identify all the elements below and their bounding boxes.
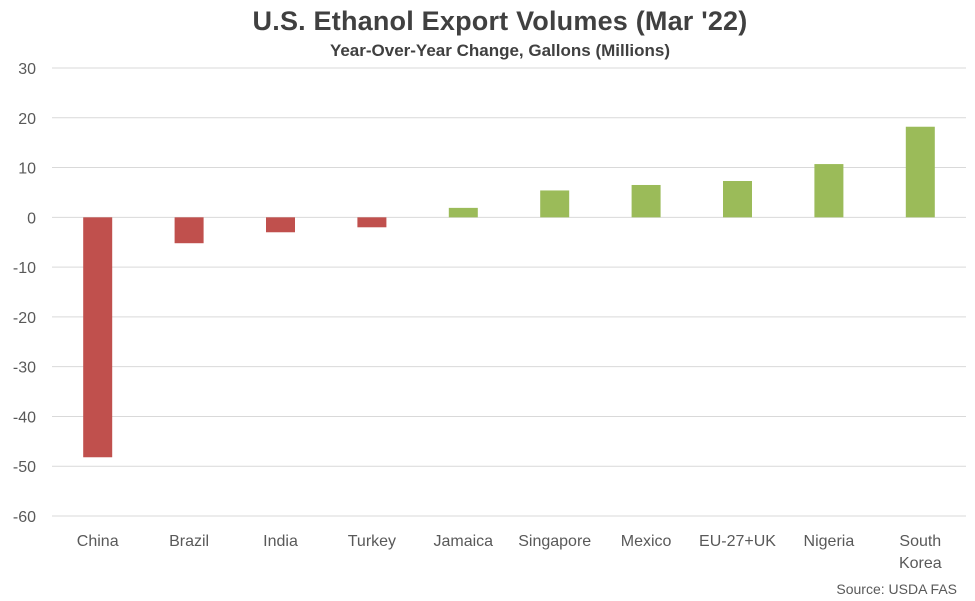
y-tick-label: 20 (18, 111, 36, 128)
x-category-label-line: Nigeria (804, 533, 855, 550)
x-category-label-line: Turkey (348, 533, 396, 550)
y-tick-label: -20 (13, 310, 36, 327)
chart-title: U.S. Ethanol Export Volumes (Mar '22) (252, 6, 748, 36)
x-category-label-line: Mexico (621, 533, 672, 550)
x-category-label-line: EU-27+UK (699, 533, 776, 550)
x-category-label-line: Brazil (169, 533, 209, 550)
bar-jamaica (448, 207, 478, 218)
source-note: Source: USDA FAS (836, 581, 957, 597)
y-tick-label: -60 (13, 509, 36, 526)
x-category-label: Singapore (518, 533, 591, 550)
bar-china (83, 217, 113, 458)
bar-nigeria (814, 164, 844, 218)
x-category-label: Mexico (621, 533, 672, 550)
bar-south-korea (905, 126, 935, 218)
x-category-label-line: Jamaica (434, 533, 494, 550)
y-tick-label: 30 (18, 61, 36, 78)
y-tick-label: -10 (13, 260, 36, 277)
bar-brazil (174, 217, 204, 244)
x-category-label: South Korea (899, 533, 942, 572)
x-category-label: Jamaica (434, 533, 494, 550)
x-category-label: China (77, 533, 119, 550)
x-category-label-line: China (77, 533, 119, 550)
bar-eu-27-uk (723, 180, 752, 218)
bar-singapore (540, 190, 570, 218)
x-category-label-line: South (899, 533, 941, 550)
bar-india (266, 217, 295, 233)
bar-mexico (631, 184, 661, 218)
x-category-label: India (263, 533, 298, 550)
gridlines (52, 67, 966, 517)
x-category-label-line: Korea (899, 555, 942, 572)
chart-subtitle: Year-Over-Year Change, Gallons (Millions… (329, 41, 671, 60)
x-axis-category-labels: China Brazil India Turkey Jamaica Singapore Me… (77, 533, 942, 572)
x-category-label: Nigeria (804, 533, 855, 550)
y-tick-label: 10 (18, 161, 36, 178)
x-category-label-line: India (263, 533, 298, 550)
bar-turkey (357, 217, 387, 228)
bars (83, 126, 935, 458)
y-tick-label: -30 (13, 360, 36, 377)
x-category-label-line: Singapore (518, 533, 591, 550)
x-category-label: Brazil (169, 533, 209, 550)
y-tick-label: -40 (13, 409, 36, 426)
x-category-label: EU-27+UK (699, 533, 776, 550)
x-category-label: Turkey (348, 533, 396, 550)
y-tick-label: -50 (13, 459, 36, 476)
y-axis-tick-labels: 30 20 10 0 -10 -20 -30 -40 -50 -60 (13, 61, 36, 526)
y-tick-label: 0 (27, 210, 36, 227)
